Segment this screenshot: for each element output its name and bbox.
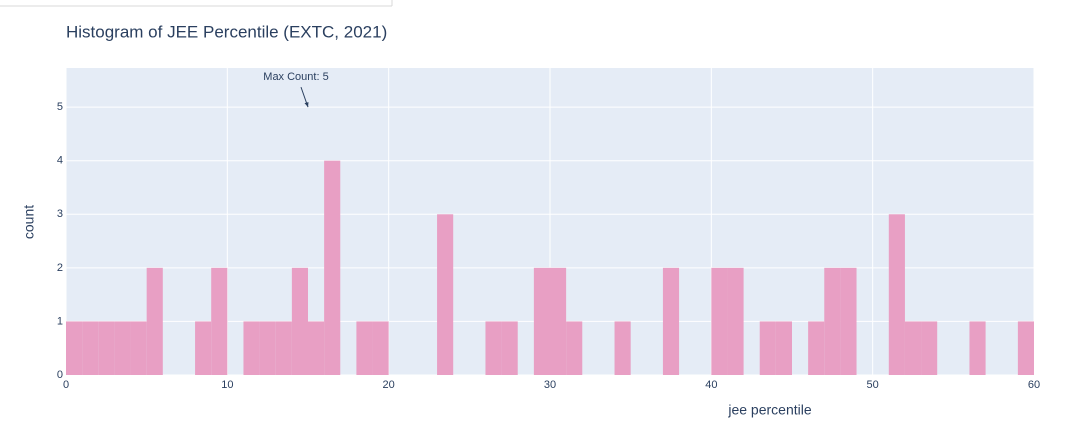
bar xyxy=(291,267,308,375)
bar xyxy=(356,321,373,375)
bar xyxy=(130,321,147,375)
bar xyxy=(146,267,163,375)
y-tick-label: 2 xyxy=(57,262,63,274)
bar xyxy=(921,321,938,375)
y-tick-label: 4 xyxy=(57,155,63,167)
bar xyxy=(82,321,99,375)
x-tick-label: 40 xyxy=(705,379,717,391)
x-axis-title: jee percentile xyxy=(727,402,811,418)
annotation-arrowhead xyxy=(304,102,309,108)
bar xyxy=(550,267,567,375)
bar xyxy=(437,214,454,375)
bar xyxy=(114,321,131,375)
x-tick-label: 60 xyxy=(1028,379,1040,391)
bar xyxy=(533,267,550,375)
annotation: Max Count: 5 xyxy=(263,71,328,83)
bar xyxy=(840,267,857,375)
bar xyxy=(566,321,583,375)
bar xyxy=(98,321,115,375)
bar xyxy=(275,321,292,375)
bar xyxy=(324,160,341,375)
bar xyxy=(66,321,83,375)
y-axis-title: count xyxy=(21,205,37,239)
y-tick-label: 5 xyxy=(57,101,63,113)
bar xyxy=(485,321,502,375)
x-tick-label: 50 xyxy=(867,379,879,391)
bar xyxy=(243,321,260,375)
y-tick-label: 1 xyxy=(57,315,63,327)
y-tick-label: 3 xyxy=(57,208,63,220)
bar xyxy=(824,267,841,375)
bar xyxy=(614,321,631,375)
bar xyxy=(888,214,905,375)
y-tick-label: 0 xyxy=(57,369,63,381)
bar xyxy=(259,321,276,375)
bar xyxy=(808,321,825,375)
bar xyxy=(775,321,792,375)
bar xyxy=(308,321,325,375)
bar xyxy=(969,321,986,375)
bar xyxy=(904,321,922,375)
x-tick-label: 20 xyxy=(383,379,395,391)
bar xyxy=(1017,321,1034,375)
bar xyxy=(759,321,776,375)
x-tick-label: 0 xyxy=(63,379,69,391)
x-tick-label: 30 xyxy=(544,379,556,391)
bar xyxy=(711,267,728,375)
bar xyxy=(501,321,518,375)
x-tick-label: 10 xyxy=(221,379,233,391)
bar xyxy=(211,267,228,375)
bar xyxy=(727,267,744,375)
chart-title: Histogram of JEE Percentile (EXTC, 2021) xyxy=(66,22,387,41)
bar xyxy=(662,267,680,375)
bar xyxy=(372,321,389,375)
bar xyxy=(195,321,212,375)
